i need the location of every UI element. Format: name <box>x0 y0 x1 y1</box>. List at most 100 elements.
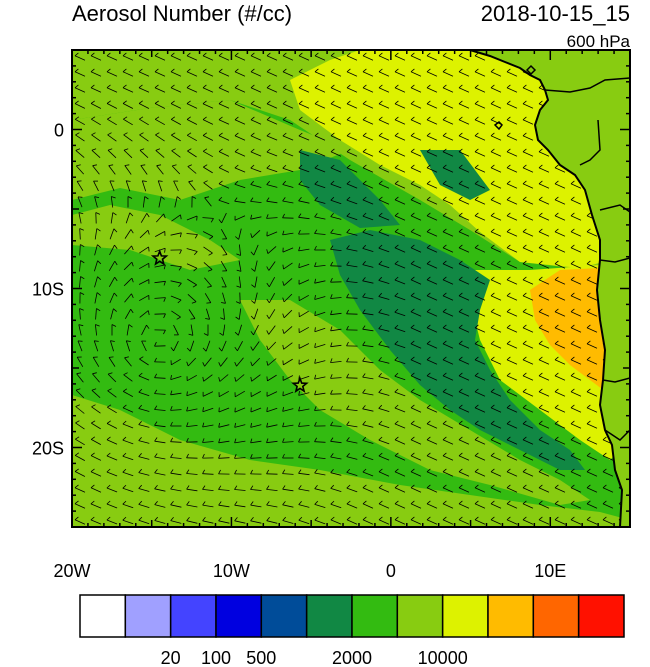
wind-barb-feather <box>154 405 158 410</box>
wind-barb <box>538 359 550 365</box>
wind-barb <box>79 276 81 288</box>
wind-barb <box>490 423 502 429</box>
wind-barb-feather <box>394 84 399 89</box>
wind-barb <box>346 199 358 205</box>
wind-barb <box>314 344 326 348</box>
wind-barb-feather <box>378 228 383 233</box>
wind-barb <box>426 119 438 125</box>
wind-barb <box>139 150 149 158</box>
wind-barb <box>298 119 310 125</box>
wind-barb-feather <box>282 344 284 350</box>
wind-barb-feather <box>186 52 191 57</box>
wind-barb-feather <box>346 84 351 89</box>
wind-barb <box>202 119 214 125</box>
wind-barb-feather <box>442 340 447 345</box>
wind-barb-feather <box>122 68 127 73</box>
wind-barb <box>298 279 310 285</box>
wind-barb <box>522 151 534 157</box>
wind-barb-feather <box>506 420 511 425</box>
wind-barb-feather <box>570 404 575 409</box>
wind-barb-feather <box>179 249 182 255</box>
wind-barb <box>109 244 115 256</box>
wind-barb-feather <box>138 100 143 104</box>
wind-barb-feather <box>146 324 150 329</box>
wind-barb <box>586 231 598 237</box>
wind-barb-feather <box>250 361 253 367</box>
wind-barb <box>330 377 342 379</box>
wind-barb-feather <box>394 484 399 489</box>
wind-barb-feather <box>426 276 431 281</box>
wind-barb <box>267 246 277 254</box>
wind-barb <box>222 324 226 336</box>
wind-barb <box>123 149 133 159</box>
wind-barb-feather <box>186 84 191 89</box>
wind-barb <box>266 520 278 524</box>
wind-barb <box>442 231 454 237</box>
wind-barb-feather <box>426 340 431 345</box>
wind-barb <box>298 408 310 412</box>
wind-barb-feather <box>522 404 527 409</box>
wind-barb-feather <box>314 245 317 251</box>
wind-barb-feather <box>202 453 205 459</box>
wind-barb-feather <box>458 292 463 297</box>
wind-barb <box>426 279 438 285</box>
wind-barb-feather <box>490 340 495 345</box>
wind-barb-feather <box>74 84 79 89</box>
wind-barb <box>154 55 166 61</box>
wind-barb <box>458 135 470 141</box>
wind-barb-feather <box>410 260 415 265</box>
wind-barb-feather <box>74 52 79 57</box>
wind-barb-feather <box>522 420 527 425</box>
wind-barb-feather <box>78 212 84 215</box>
wind-barb-feather <box>250 84 255 89</box>
wind-barb <box>122 487 134 493</box>
wind-barb <box>346 87 358 93</box>
wind-barb <box>490 519 502 525</box>
wind-barb <box>410 487 422 493</box>
wind-barb <box>171 150 181 158</box>
colorbar-box <box>577 594 625 638</box>
wind-barb-feather <box>75 148 81 151</box>
colorbar-box <box>124 594 172 638</box>
wind-barb <box>570 231 582 237</box>
wind-barb <box>250 119 262 125</box>
wind-barb <box>346 135 358 141</box>
wind-barb <box>554 455 566 461</box>
wind-barb-feather <box>394 116 399 121</box>
wind-barb <box>346 167 358 173</box>
wind-barb <box>490 103 502 109</box>
wind-barb <box>570 359 582 365</box>
wind-barb <box>458 503 470 509</box>
wind-barb <box>266 167 278 173</box>
wind-barb <box>186 488 198 492</box>
wind-barb-feather <box>362 341 366 346</box>
wind-barb-feather <box>158 180 163 182</box>
wind-barb-feather <box>112 212 117 216</box>
wind-barb-feather <box>314 500 319 505</box>
wind-barb <box>250 55 262 61</box>
wind-barb-feather <box>426 148 431 153</box>
wind-barb <box>190 324 194 336</box>
wind-barb-feather <box>602 484 607 489</box>
wind-barb-feather <box>426 468 431 473</box>
wind-barb <box>171 358 181 366</box>
wind-barb-feather <box>522 292 527 297</box>
wind-barb-feather <box>378 276 383 281</box>
wind-barb-feather <box>490 404 495 409</box>
wind-barb-feather <box>586 516 591 521</box>
wind-barb-feather <box>602 516 607 521</box>
wind-barb-feather <box>426 420 431 425</box>
wind-barb-feather <box>490 484 495 489</box>
wind-barb <box>442 215 454 221</box>
wind-barb-feather <box>130 229 134 234</box>
wind-barb-feather <box>282 213 285 218</box>
wind-barb-feather <box>113 308 117 312</box>
wind-barb <box>586 279 598 285</box>
wind-barb <box>238 308 242 320</box>
wind-barb <box>458 71 470 77</box>
wind-barb-feather <box>298 68 303 73</box>
wind-barb <box>538 471 550 477</box>
wind-barb <box>283 326 293 334</box>
wind-barb-feather <box>282 313 285 318</box>
wind-barb-feather <box>426 164 431 169</box>
